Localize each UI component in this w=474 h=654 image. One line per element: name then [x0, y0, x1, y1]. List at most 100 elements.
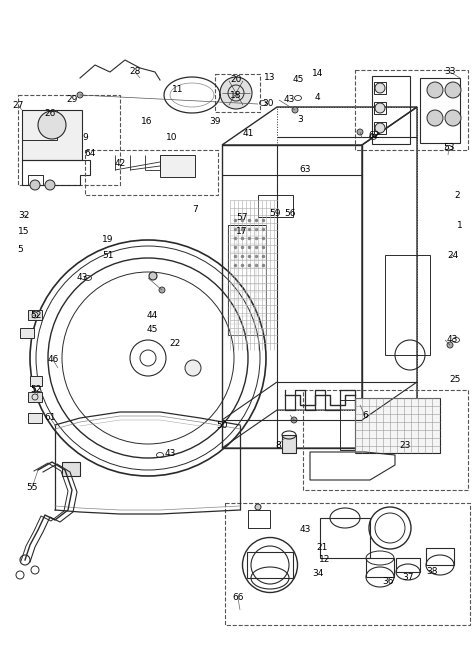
Text: 34: 34 — [312, 568, 324, 577]
Text: 6: 6 — [362, 411, 368, 421]
Bar — [282, 435, 296, 453]
Text: 44: 44 — [146, 311, 158, 320]
Bar — [85, 150, 218, 195]
Bar — [228, 225, 266, 335]
Bar — [28, 392, 42, 402]
Bar — [355, 398, 440, 453]
Bar — [396, 558, 420, 572]
Text: 30: 30 — [262, 99, 274, 109]
Text: 25: 25 — [449, 375, 461, 385]
Circle shape — [375, 103, 385, 113]
Text: 3: 3 — [297, 116, 303, 124]
Text: 33: 33 — [444, 67, 456, 77]
Circle shape — [291, 417, 297, 423]
Text: 59: 59 — [269, 209, 281, 218]
Text: 28: 28 — [129, 67, 141, 77]
Text: 50: 50 — [216, 421, 228, 430]
Circle shape — [375, 83, 385, 93]
Text: 5: 5 — [17, 245, 23, 254]
Bar — [160, 155, 195, 177]
Circle shape — [30, 180, 40, 190]
Bar — [247, 552, 293, 578]
Text: 26: 26 — [44, 109, 55, 118]
Text: 42: 42 — [114, 158, 126, 167]
Bar — [62, 462, 80, 476]
Circle shape — [375, 123, 385, 133]
Bar — [28, 310, 42, 320]
Text: 20: 20 — [230, 75, 242, 84]
Circle shape — [255, 504, 261, 510]
Text: 4: 4 — [314, 94, 320, 103]
Bar — [22, 110, 82, 160]
Circle shape — [357, 129, 363, 135]
Text: 23: 23 — [399, 441, 410, 449]
Bar — [374, 82, 386, 94]
Circle shape — [445, 110, 461, 126]
Circle shape — [445, 82, 461, 98]
Text: 7: 7 — [192, 205, 198, 215]
Text: 24: 24 — [447, 250, 459, 260]
Text: 8: 8 — [275, 441, 281, 449]
Text: 51: 51 — [102, 250, 114, 260]
Text: 63: 63 — [299, 165, 311, 175]
Text: 18: 18 — [230, 92, 242, 101]
Bar — [420, 78, 460, 143]
Bar — [22, 110, 57, 140]
Bar — [20, 328, 34, 338]
Text: 16: 16 — [141, 118, 153, 126]
Text: 29: 29 — [66, 95, 78, 105]
Bar — [258, 195, 293, 217]
Text: 21: 21 — [316, 543, 328, 553]
Text: 43: 43 — [76, 273, 88, 283]
Circle shape — [427, 110, 443, 126]
Bar — [30, 376, 42, 386]
Bar — [355, 70, 468, 150]
Text: 2: 2 — [454, 190, 460, 199]
Text: 22: 22 — [169, 339, 181, 349]
Bar — [426, 548, 454, 565]
Bar — [374, 122, 386, 134]
Circle shape — [185, 360, 201, 376]
Text: 64: 64 — [84, 150, 96, 158]
Bar — [215, 74, 260, 112]
Circle shape — [292, 107, 298, 113]
Text: 45: 45 — [292, 75, 304, 84]
Text: 57: 57 — [236, 213, 248, 222]
Text: 52: 52 — [30, 385, 42, 394]
Text: 36: 36 — [382, 577, 394, 587]
Circle shape — [149, 272, 157, 280]
Bar — [372, 76, 410, 144]
Text: 11: 11 — [172, 86, 184, 94]
Bar — [385, 255, 430, 355]
Bar — [303, 390, 468, 490]
Bar — [18, 95, 120, 185]
Text: 19: 19 — [102, 235, 114, 245]
Circle shape — [159, 287, 165, 293]
Bar — [248, 510, 270, 528]
Text: 37: 37 — [402, 574, 414, 583]
Circle shape — [220, 77, 252, 109]
Text: 13: 13 — [264, 73, 276, 82]
Circle shape — [447, 342, 453, 348]
Bar — [340, 400, 355, 450]
Text: 41: 41 — [242, 129, 254, 139]
Text: 61: 61 — [44, 413, 56, 422]
Text: 66: 66 — [232, 593, 244, 602]
Text: 39: 39 — [209, 118, 221, 126]
Bar — [225, 503, 470, 625]
Text: 9: 9 — [82, 133, 88, 143]
Text: 38: 38 — [426, 568, 438, 576]
Text: 52: 52 — [30, 311, 42, 320]
Text: 55: 55 — [26, 483, 38, 492]
Text: 43: 43 — [164, 449, 176, 458]
Circle shape — [427, 82, 443, 98]
Text: 43: 43 — [447, 336, 458, 345]
Bar — [366, 558, 394, 577]
Bar — [374, 102, 386, 114]
Text: 46: 46 — [47, 356, 59, 364]
Text: 43: 43 — [283, 95, 295, 105]
Text: 15: 15 — [18, 226, 30, 235]
Text: 27: 27 — [12, 101, 24, 109]
Ellipse shape — [38, 111, 66, 139]
Text: 62: 62 — [368, 131, 380, 139]
